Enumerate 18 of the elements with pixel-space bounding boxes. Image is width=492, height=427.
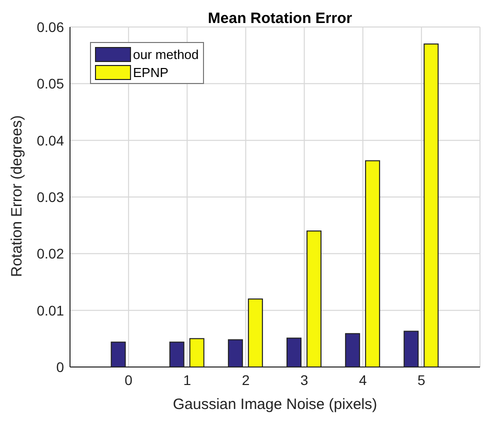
- chart-title: Mean Rotation Error: [206, 10, 354, 27]
- y-tick-label: 0.06: [36, 18, 64, 35]
- y-tick-label: 0.02: [36, 246, 64, 262]
- y-tick-label: 0: [56, 358, 64, 375]
- y-tick-label: 0.03: [36, 188, 64, 205]
- y-axis-title: Rotation Error (degrees): [8, 115, 26, 277]
- x-tick-label: 0: [124, 372, 133, 388]
- x-tick-label: 4: [358, 372, 367, 388]
- x-tick-label: 2: [242, 372, 250, 388]
- x-tick-label: 5: [418, 372, 426, 388]
- y-tick-label: 0.04: [36, 132, 64, 148]
- legend-label: our method: [133, 46, 199, 62]
- x-axis-title: Gaussian Image Noise (pixels): [172, 396, 378, 413]
- x-tick-label: 3: [300, 372, 308, 388]
- x-tick-label: 1: [183, 372, 192, 388]
- legend-label: EPNP: [133, 64, 168, 80]
- y-tick-label: 0.01: [36, 302, 64, 318]
- y-tick-label: 0.05: [36, 76, 64, 92]
